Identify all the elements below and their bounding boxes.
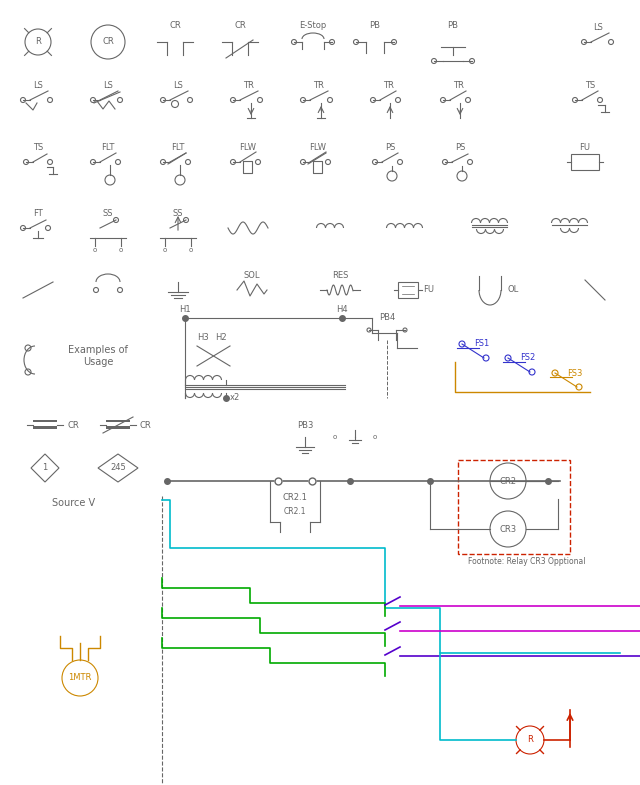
Text: R: R bbox=[35, 38, 41, 46]
Text: Source V: Source V bbox=[52, 498, 95, 508]
Text: 1: 1 bbox=[42, 463, 47, 473]
Text: 1MTR: 1MTR bbox=[68, 674, 92, 682]
Text: CR: CR bbox=[234, 20, 246, 30]
Text: Footnote: Relay CR3 Opptional: Footnote: Relay CR3 Opptional bbox=[468, 557, 586, 565]
Text: RES: RES bbox=[332, 271, 348, 279]
Text: Usage: Usage bbox=[83, 357, 113, 367]
Text: CR2: CR2 bbox=[499, 476, 516, 485]
Text: TR: TR bbox=[452, 82, 463, 90]
Text: LS: LS bbox=[103, 82, 113, 90]
Text: H4: H4 bbox=[336, 305, 348, 315]
Text: CR: CR bbox=[67, 421, 79, 429]
Text: R: R bbox=[527, 736, 533, 744]
Bar bbox=[106, 426, 130, 429]
Text: FS2: FS2 bbox=[520, 353, 536, 363]
Text: E-Stop: E-Stop bbox=[300, 20, 326, 30]
Text: TS: TS bbox=[33, 144, 43, 152]
Text: LS: LS bbox=[33, 82, 43, 90]
Text: x2: x2 bbox=[230, 392, 240, 401]
Text: FU: FU bbox=[579, 144, 591, 152]
Text: H3: H3 bbox=[197, 334, 209, 342]
Text: TR: TR bbox=[312, 82, 323, 90]
Text: FU: FU bbox=[423, 286, 434, 294]
Text: LS: LS bbox=[593, 24, 603, 32]
Bar bbox=[106, 420, 130, 422]
Text: FLW: FLW bbox=[239, 144, 257, 152]
Text: Examples of: Examples of bbox=[68, 345, 128, 355]
Text: CR: CR bbox=[140, 421, 152, 429]
Text: FLT: FLT bbox=[101, 144, 115, 152]
Text: H1: H1 bbox=[179, 305, 191, 315]
Text: o: o bbox=[93, 247, 97, 253]
Text: PS: PS bbox=[385, 144, 395, 152]
Text: TS: TS bbox=[585, 82, 595, 90]
Text: FLT: FLT bbox=[172, 144, 185, 152]
Text: o: o bbox=[333, 434, 337, 440]
Text: SOL: SOL bbox=[244, 271, 260, 279]
Text: o: o bbox=[163, 247, 167, 253]
Text: OL: OL bbox=[508, 286, 519, 294]
Text: CR2.1: CR2.1 bbox=[283, 494, 307, 502]
Text: FS1: FS1 bbox=[474, 339, 490, 349]
Text: CR: CR bbox=[169, 20, 181, 30]
Text: CR3: CR3 bbox=[499, 524, 516, 534]
Text: SS: SS bbox=[103, 210, 113, 218]
Text: PS: PS bbox=[455, 144, 465, 152]
Text: PB: PB bbox=[447, 20, 458, 30]
Bar bbox=[33, 420, 57, 422]
Text: H2: H2 bbox=[215, 334, 227, 342]
Text: LS: LS bbox=[173, 82, 183, 90]
Text: SS: SS bbox=[173, 210, 183, 218]
Text: FT: FT bbox=[33, 210, 43, 218]
Text: PB4: PB4 bbox=[379, 312, 395, 322]
Text: TR: TR bbox=[243, 82, 253, 90]
Text: 245: 245 bbox=[110, 463, 126, 473]
Bar bbox=[33, 426, 57, 429]
Text: o: o bbox=[373, 434, 377, 440]
Text: FLW: FLW bbox=[310, 144, 326, 152]
Bar bbox=[398, 282, 418, 298]
Text: PB: PB bbox=[369, 20, 381, 30]
Text: TR: TR bbox=[383, 82, 394, 90]
Text: CR: CR bbox=[102, 38, 114, 46]
Text: o: o bbox=[189, 247, 193, 253]
Text: FS3: FS3 bbox=[567, 368, 582, 378]
Bar bbox=[571, 154, 599, 170]
Text: PB3: PB3 bbox=[297, 422, 313, 430]
Text: o: o bbox=[119, 247, 123, 253]
Text: CR2.1: CR2.1 bbox=[284, 507, 307, 517]
